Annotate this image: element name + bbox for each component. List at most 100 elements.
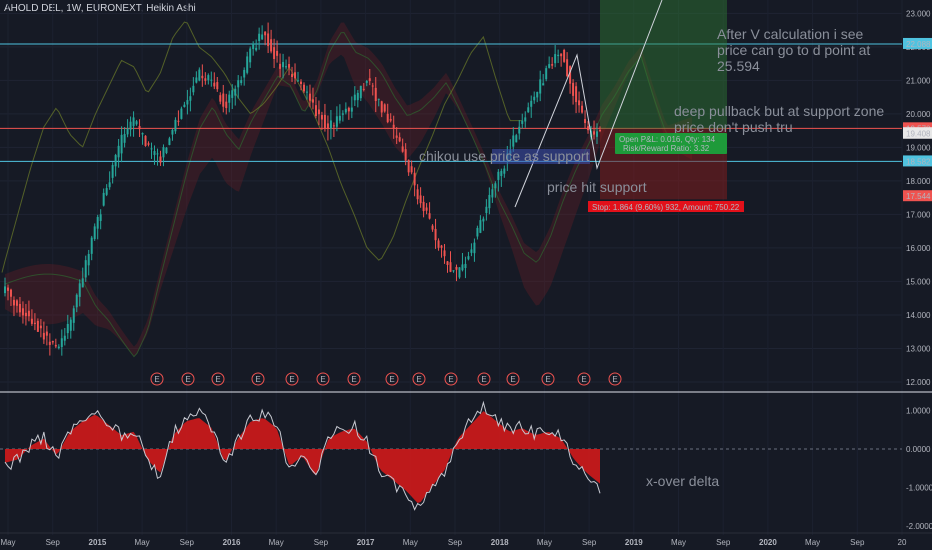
time-axis-label: May: [805, 538, 820, 547]
candle-body: [210, 79, 213, 81]
candle-body: [147, 143, 150, 145]
candle-body: [237, 80, 240, 88]
candle-body: [171, 129, 174, 135]
earnings-marker: [608, 372, 622, 386]
candle-body: [219, 95, 222, 102]
price-badge: [903, 155, 932, 167]
candle-body: [51, 340, 54, 343]
time-axis-label: Sep: [46, 538, 61, 547]
candle-body: [377, 98, 380, 100]
candle-body: [105, 188, 108, 195]
candle-body: [180, 108, 183, 119]
earnings-marker: [412, 372, 426, 386]
candle-body: [302, 84, 305, 92]
chart-title: AHOLD DEL, 1W, EURONEXT, Heikin Ashi: [4, 3, 196, 14]
candle-body: [291, 74, 294, 78]
candle-body: [350, 107, 353, 112]
candle-body: [177, 120, 180, 122]
candle-body: [285, 66, 288, 68]
risk-reward-text: Risk/Reward Ratio: 3.32: [623, 144, 710, 153]
candle-body: [398, 137, 401, 142]
earnings-marker: [577, 372, 591, 386]
candle-body: [129, 121, 132, 130]
candle-body: [491, 189, 494, 198]
candle-body: [452, 270, 455, 272]
candle-body: [599, 130, 601, 132]
candle-body: [279, 63, 282, 69]
earnings-marker-label: E: [351, 375, 356, 384]
time-axis-label: May: [403, 538, 418, 547]
candle-body: [461, 264, 464, 271]
candle-body: [551, 64, 554, 66]
price-axis-label: 17.000: [906, 210, 931, 219]
candle-body: [356, 92, 359, 101]
candle-body: [380, 101, 383, 113]
candle-body: [575, 86, 578, 103]
price-badge-label: 17.544: [906, 192, 931, 201]
time-axis-label: 2020: [759, 538, 777, 547]
annotation-pullback: price don't push tru: [674, 119, 793, 135]
candle-body: [102, 192, 105, 206]
candle-body: [246, 56, 249, 73]
price-badge: [903, 190, 932, 202]
candle-body: [362, 88, 365, 90]
candle-body: [4, 286, 6, 294]
candle-body: [60, 338, 63, 347]
time-axis-label: 2017: [357, 538, 375, 547]
earnings-marker: [150, 372, 164, 386]
time-axis-label: 2019: [625, 538, 643, 547]
candle-body: [314, 105, 317, 117]
annotation-pullback: deep pullback but at support zone: [674, 103, 884, 119]
candle-body: [174, 119, 177, 132]
candle-body: [473, 242, 476, 254]
candle-body: [422, 201, 425, 212]
time-axis-label: 20: [898, 538, 907, 547]
candle-body: [153, 151, 156, 155]
earnings-marker: [347, 372, 361, 386]
earnings-marker: [541, 372, 555, 386]
candle-body: [144, 135, 147, 146]
pnl-box: [615, 133, 727, 154]
candle-body: [165, 147, 168, 154]
earnings-marker: [316, 372, 330, 386]
earnings-marker: [285, 372, 299, 386]
candle-body: [15, 300, 18, 306]
candle-body: [159, 156, 162, 163]
candle-body: [455, 266, 458, 270]
candle-body: [189, 96, 192, 101]
candle-body: [156, 153, 159, 155]
candle-body: [476, 227, 479, 237]
candle-body: [332, 125, 335, 127]
candle-body: [69, 319, 72, 331]
candle-body: [521, 120, 524, 124]
candle-body: [482, 218, 485, 222]
price-axis-label: 20.000: [906, 110, 931, 119]
candle-body: [557, 54, 560, 57]
candle-body: [222, 93, 225, 107]
earnings-marker: [211, 372, 225, 386]
candle-body: [419, 195, 422, 204]
stop-text: Stop: 1.864 (9.60%) 932, Amount: 750.22: [592, 203, 740, 212]
earnings-marker: [251, 372, 265, 386]
candle-body: [27, 310, 30, 317]
candle-body: [545, 68, 548, 80]
candle-body: [240, 80, 243, 84]
candle-body: [66, 323, 69, 334]
earnings-marker: [506, 372, 520, 386]
candle-body: [63, 335, 66, 341]
earnings-marker: [477, 372, 491, 386]
annotation-v-calc: price can go to d point at: [717, 42, 870, 58]
earnings-marker-label: E: [255, 375, 260, 384]
candle-body: [365, 80, 368, 83]
candle-body: [374, 87, 377, 102]
candle-body: [150, 148, 153, 150]
candle-body: [72, 308, 75, 323]
earnings-marker-label: E: [448, 375, 453, 384]
candle-body: [500, 170, 503, 177]
price-axis-label: 18.000: [906, 177, 931, 186]
earnings-marker: [444, 372, 458, 386]
candle-body: [401, 146, 404, 152]
candle-body: [39, 325, 42, 329]
candle-body: [294, 72, 297, 79]
